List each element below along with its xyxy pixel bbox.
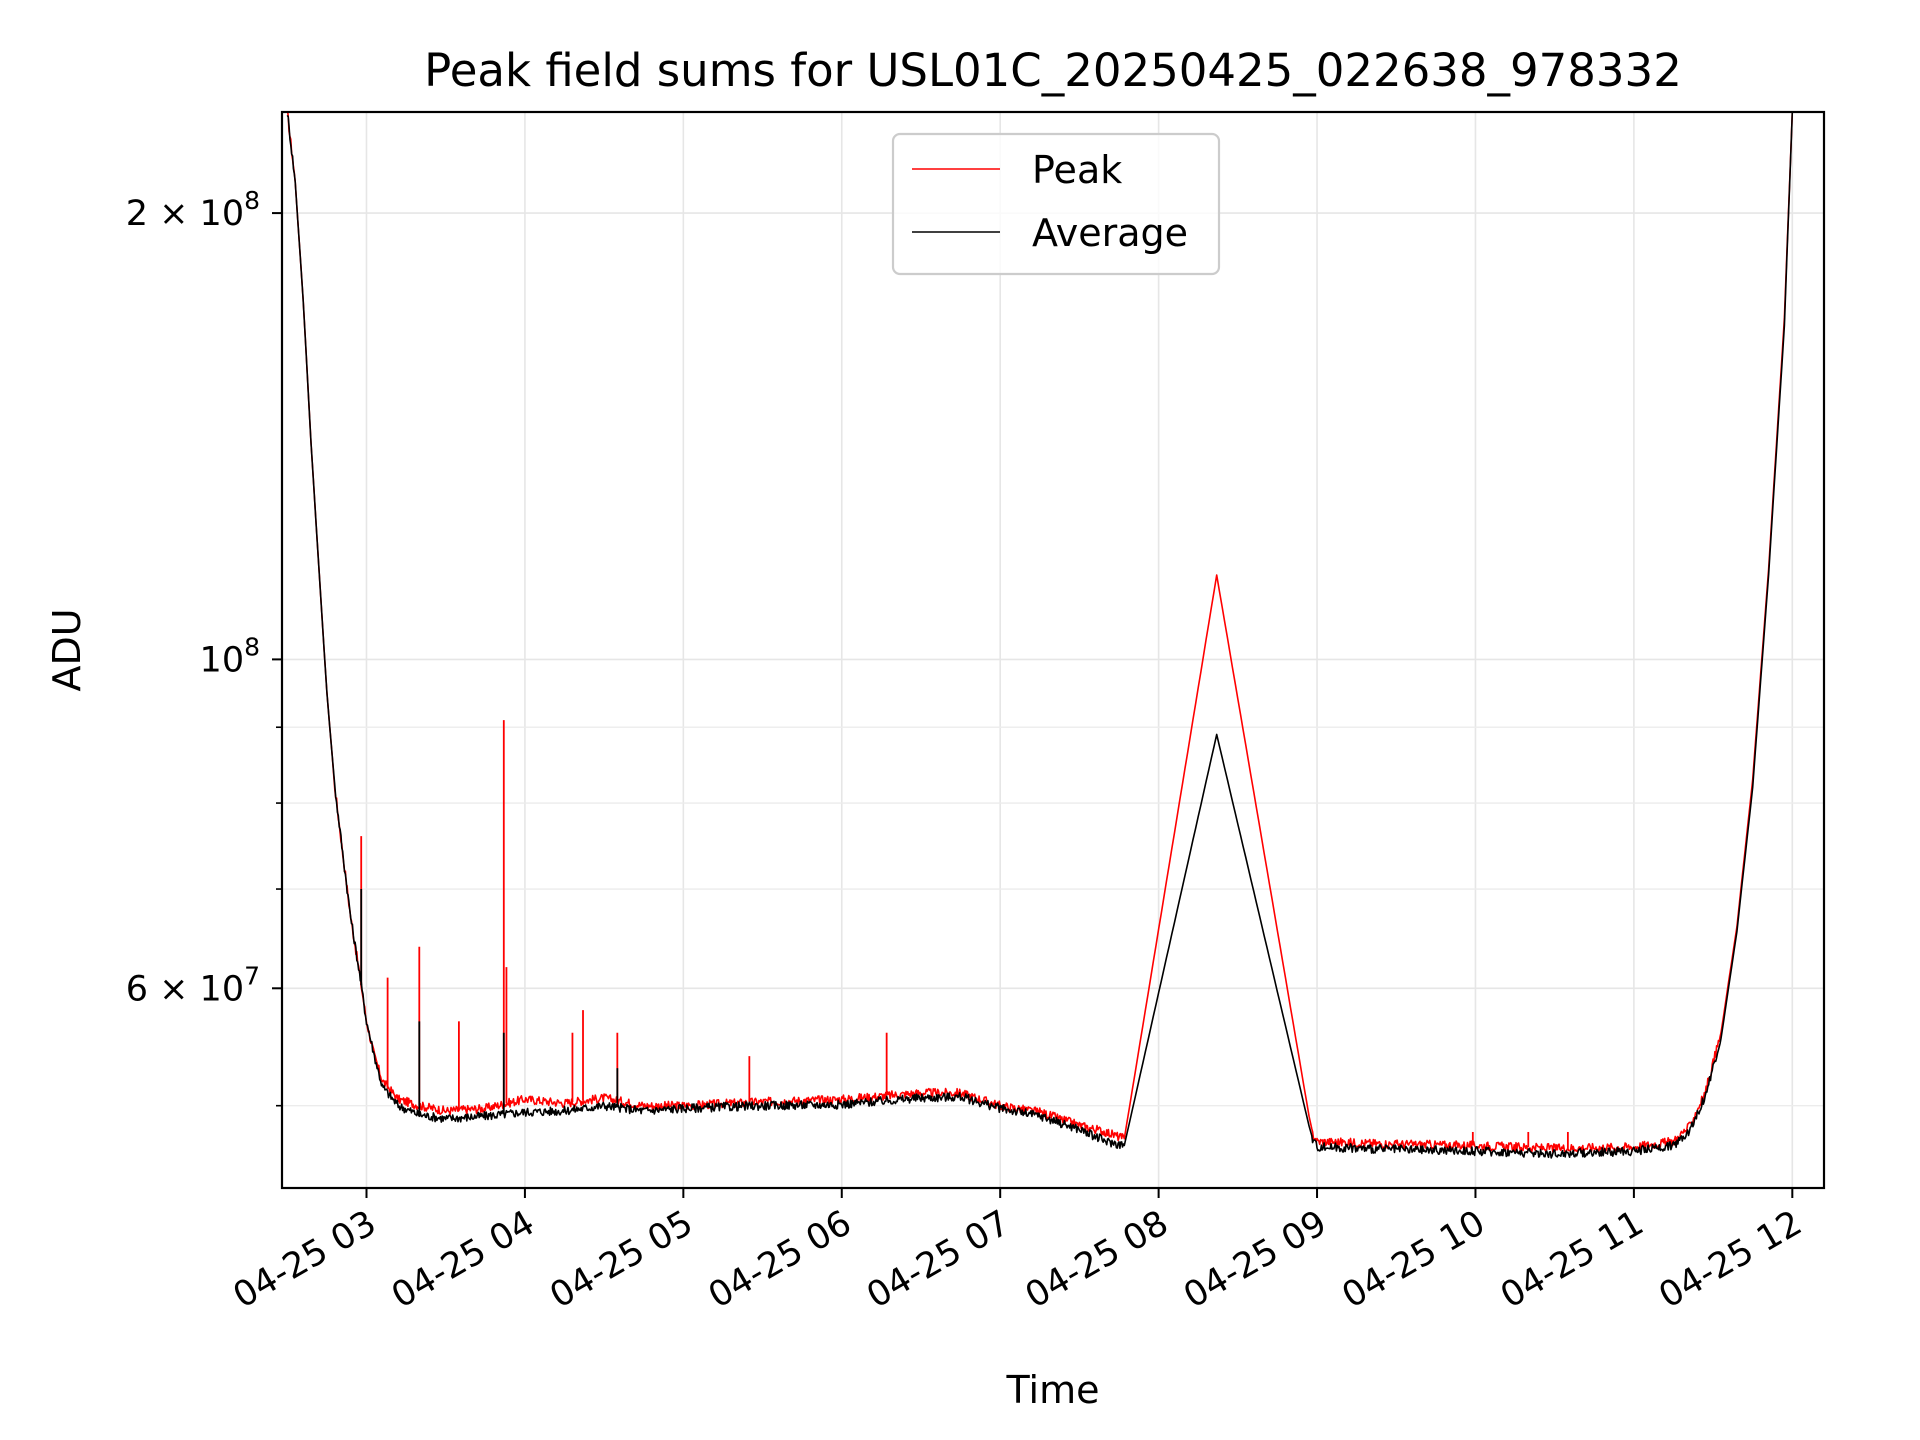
series-line-average — [286, 112, 1794, 1159]
series-lines — [286, 112, 1794, 1159]
y-tick-label: 2 × 108 — [126, 186, 260, 234]
chart-title: Peak field sums for USL01C_20250425_0226… — [424, 44, 1682, 97]
legend-peak-label: Peak — [1032, 148, 1122, 192]
legend-average-label: Average — [1032, 211, 1188, 255]
legend: Peak Average — [891, 132, 1221, 276]
x-axis-label: Time — [1006, 1368, 1100, 1412]
plot-frame — [280, 110, 1826, 1190]
y-axis-ticks: 6 × 107 108 2 × 108 — [126, 186, 282, 1107]
y-tick-label: 108 — [200, 632, 260, 680]
y-tick-label: 6 × 107 — [126, 961, 260, 1009]
grid — [282, 112, 1824, 1188]
series-line-peak — [286, 112, 1794, 1154]
y-axis-label: ADU — [45, 608, 89, 691]
